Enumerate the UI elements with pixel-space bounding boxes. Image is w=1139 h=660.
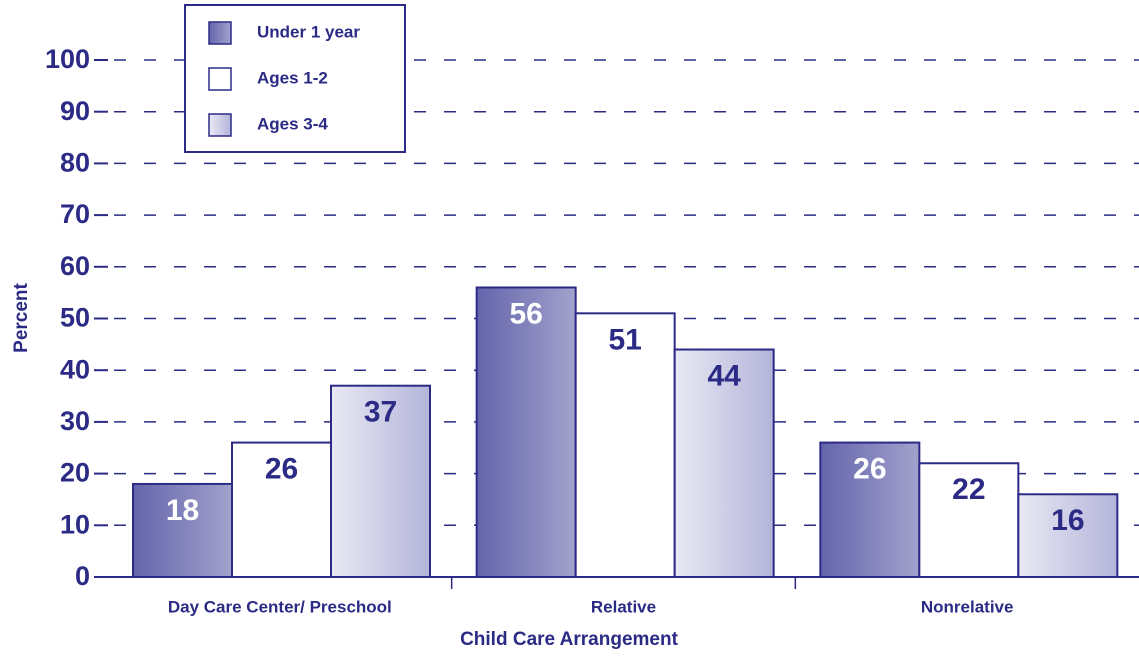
legend-swatch [208, 21, 232, 45]
value-label: 51 [608, 323, 641, 356]
legend-label: Ages 1-2 [257, 68, 328, 87]
value-label: 22 [952, 473, 985, 506]
y-tick-label: 70 [60, 199, 90, 229]
y-tick-label: 10 [60, 509, 90, 539]
y-tick-label: 30 [60, 406, 90, 436]
bar [231, 441, 332, 578]
value-label: 37 [364, 396, 397, 429]
y-tick-label: 60 [60, 251, 90, 281]
x-tick-label: Nonrelative [921, 597, 1014, 616]
value-label: 26 [265, 453, 298, 486]
bar [1017, 493, 1119, 578]
y-tick-label: 20 [60, 458, 90, 488]
legend-label: Ages 3-4 [257, 114, 328, 133]
legend-swatch [208, 67, 232, 91]
y-tick-label: 90 [60, 96, 90, 126]
bar [574, 312, 676, 578]
y-tick-label: 80 [60, 148, 90, 178]
value-label: 18 [166, 494, 199, 527]
bar [673, 348, 775, 578]
x-axis-title: Child Care Arrangement [460, 629, 679, 650]
bar [918, 462, 1020, 579]
bar [475, 286, 577, 578]
y-tick-label: 50 [60, 303, 90, 333]
legend-swatch [208, 113, 232, 137]
value-label: 16 [1051, 504, 1084, 537]
y-tick-label: 40 [60, 354, 90, 384]
y-axis-title: Percent [11, 282, 32, 352]
x-tick-label: Day Care Center/ Preschool [168, 597, 392, 616]
value-label: 56 [509, 297, 542, 330]
value-label: 44 [707, 359, 741, 392]
y-tick-label: 0 [75, 561, 90, 591]
legend-label: Under 1 year [257, 22, 360, 41]
bar [330, 384, 431, 578]
y-tick-label: 100 [45, 44, 90, 74]
value-label: 26 [853, 453, 886, 486]
x-tick-label: Relative [591, 597, 656, 616]
